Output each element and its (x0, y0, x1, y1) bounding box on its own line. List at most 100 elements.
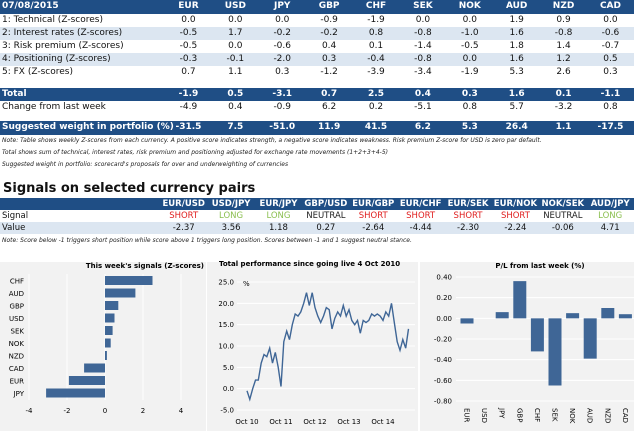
cell: 0.0 (462, 54, 477, 64)
cell: 3.56 (221, 223, 241, 233)
cell: -2.64 (362, 223, 385, 233)
cell: -31.5 (175, 122, 202, 132)
cell: 1.6 (509, 28, 524, 38)
table-row: Change from last week -4.9 0.4 -0.9 6.2 0.2 -5… (0, 101, 634, 115)
bar-chf (105, 276, 153, 285)
bar-cad (84, 363, 105, 373)
row-label (0, 198, 160, 210)
cell: 1.1 (228, 67, 243, 77)
y-tick-label: USD (9, 315, 24, 323)
bar-sek (548, 318, 562, 386)
pl-bar-chart: P/L from last week (%) 0.40 0.20 0.00 -0.20 -… (420, 262, 634, 431)
cell: LONG (266, 211, 291, 221)
cell: 2.6 (556, 67, 571, 77)
y-tick-label: -5.0 (220, 407, 234, 415)
cell: NEUTRAL (543, 211, 583, 221)
cell: SHORT (406, 211, 436, 221)
col-nzd: NZD (552, 1, 575, 11)
x-tick-label: Oct 14 (371, 418, 395, 426)
y-tick-label: -0.20 (434, 336, 452, 344)
cell: 6.2 (321, 102, 337, 112)
chart-background (0, 262, 206, 431)
y-tick-label: 15.0 (218, 321, 234, 329)
bar-eur (68, 376, 105, 385)
cell: -0.8 (414, 28, 432, 38)
bar-nok (566, 313, 580, 319)
y-tick-label: AUD (9, 290, 24, 298)
cell: -0.8 (414, 54, 432, 64)
bar-chf (530, 318, 544, 352)
chart-title: This week's signals (Z-scores) (86, 262, 204, 270)
signals-row: Value -2.37 3.56 1.18 0.27 -2.64 -4.44 -2.30 -2.… (0, 222, 634, 234)
cell: 1.7 (228, 28, 243, 38)
bar-nok (105, 338, 111, 348)
bar-usd (105, 313, 115, 323)
cell: 1.18 (269, 223, 288, 233)
bar-eur (460, 318, 474, 324)
x-tick-label: -2 (64, 407, 71, 415)
cell: 0.8 (603, 102, 618, 112)
cell: -0.6 (273, 41, 291, 51)
cell: SHORT (500, 211, 530, 221)
cell: 11.9 (318, 122, 341, 132)
signals-bar-chart: This week's signals (Z-scores) -4 -2 0 2 4 CHF… (0, 262, 206, 431)
cell: -0.8 (554, 28, 573, 38)
cell: 1.8 (509, 41, 524, 51)
cell: -4.9 (179, 102, 198, 112)
cell: 0.3 (603, 67, 618, 77)
table-row: 1: Technical (Z-scores) 0.0 0.0 0.0 -0.9 -1.9… (0, 14, 634, 27)
col-cad: CAD (599, 1, 621, 11)
note-1: Note: Table shows weekly Z-scores from e… (2, 137, 542, 144)
row-label: Suggested weight in portfolio (%) (2, 122, 174, 132)
cell: -0.4 (367, 54, 385, 64)
cell: -2.37 (172, 223, 195, 233)
cell: NOK/SEK (541, 199, 585, 209)
chart-title: Total performance since going live 4 Oct… (219, 260, 400, 268)
x-tick-label: USD (480, 408, 488, 423)
cell: -0.2 (320, 28, 338, 38)
cell: -0.06 (551, 223, 574, 233)
cell: -0.5 (179, 28, 198, 38)
cell: EUR/SEK (447, 199, 489, 209)
x-tick-label: SEK (551, 408, 559, 422)
bar-gbp (513, 281, 527, 319)
cell: -2.24 (504, 223, 527, 233)
y-tick-label: 25.0 (218, 279, 234, 287)
cell: -1.2 (320, 67, 338, 77)
col-chf: CHF (365, 1, 387, 11)
y-tick-label: 0.0 (223, 385, 234, 393)
cell: 41.5 (364, 122, 388, 132)
table-row: Total -1.9 0.5 -3.1 0.7 2.5 0.4 0.3 1.6 0.1 -1.1 (0, 88, 634, 101)
bar-cad (618, 314, 632, 319)
cell: 2.5 (368, 89, 384, 99)
cell: -2.30 (457, 223, 480, 233)
row-label: 1: Technical (Z-scores) (2, 15, 103, 25)
bar-aud (583, 318, 597, 359)
cell: 1.9 (509, 15, 524, 25)
bar-sek (105, 326, 113, 335)
note-2: Total shows sum of technical, interest r… (2, 149, 389, 156)
row-label: 5: FX (Z-scores) (2, 67, 73, 77)
y-tick-label: 20.0 (218, 300, 234, 308)
cell: 26.4 (505, 122, 528, 132)
cell: SHORT (169, 211, 199, 221)
note-3: Suggested weight in portfolio: scorecard… (2, 161, 289, 168)
cell: 0.1 (368, 41, 384, 51)
x-tick-label: CHF (533, 408, 541, 422)
performance-line (246, 292, 410, 402)
cell: -0.7 (601, 41, 620, 51)
cell: 0.0 (228, 15, 243, 25)
cell: 0.3 (461, 89, 478, 99)
chart-title: P/L from last week (%) (495, 262, 584, 270)
cell: -0.1 (226, 54, 245, 64)
x-tick-label: -4 (26, 407, 34, 415)
x-tick-label: JPY (498, 407, 506, 419)
bar-jpy (46, 388, 105, 398)
cell: 0.0 (275, 15, 290, 25)
cell: EUR/USD (162, 199, 205, 209)
row-label: Total (2, 89, 27, 99)
table-row: Suggested weight in portfolio (%) -31.5 7.… (0, 121, 634, 135)
y-tick-label: 0.20 (436, 294, 452, 302)
cell: -1.0 (461, 28, 479, 38)
cell: SHORT (358, 211, 388, 221)
